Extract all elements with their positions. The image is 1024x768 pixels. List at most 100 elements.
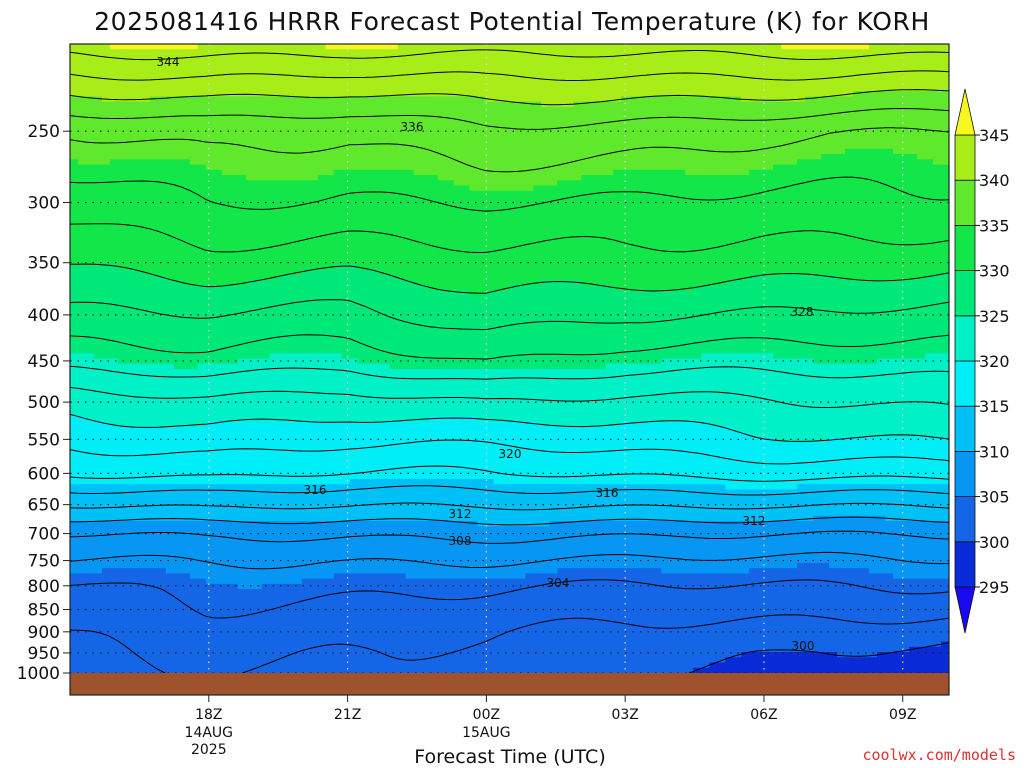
field-cell (445, 227, 455, 234)
field-cell (381, 44, 391, 50)
field-cell (933, 59, 942, 66)
field-cell (797, 80, 806, 87)
field-cell (429, 185, 439, 192)
field-cell (813, 49, 822, 56)
field-cell (333, 190, 343, 197)
field-cell (85, 196, 95, 202)
field-cell (181, 253, 191, 260)
field-cell (453, 159, 463, 166)
field-cell (717, 258, 726, 265)
field-cell (477, 222, 487, 229)
field-cell (205, 196, 215, 202)
field-cell (397, 211, 407, 218)
field-cell (573, 143, 583, 150)
field-cell (109, 227, 119, 234)
field-cell (277, 274, 287, 281)
field-cell (701, 201, 710, 208)
field-cell (221, 96, 231, 103)
field-cell (741, 248, 750, 255)
field-cell (101, 122, 111, 129)
field-cell (797, 44, 806, 50)
field-cell (413, 196, 423, 202)
field-cell (893, 269, 902, 276)
field-cell (661, 133, 670, 139)
field-cell (317, 274, 327, 281)
field-cell (509, 185, 519, 192)
field-cell (221, 274, 231, 281)
field-cell (597, 258, 606, 265)
field-cell (197, 232, 207, 239)
field-cell (509, 133, 519, 139)
field-cell (565, 64, 575, 71)
field-cell (621, 222, 630, 229)
field-cell (501, 243, 511, 250)
field-cell (373, 164, 383, 171)
field-cell (653, 201, 662, 208)
field-cell (189, 64, 199, 71)
field-cell (461, 80, 471, 87)
field-cell (941, 227, 949, 234)
field-cell (741, 232, 750, 239)
field-cell (781, 222, 790, 229)
field-cell (221, 49, 231, 56)
field-cell (877, 175, 886, 181)
field-cell (557, 80, 567, 87)
field-cell (277, 227, 287, 234)
field-cell (165, 269, 175, 276)
field-cell (565, 117, 575, 124)
field-cell (725, 264, 734, 270)
field-cell (85, 243, 95, 250)
field-cell (301, 143, 311, 150)
field-cell (621, 59, 630, 66)
field-cell (77, 232, 87, 239)
field-cell (70, 253, 79, 260)
field-cell (925, 101, 934, 108)
field-cell (277, 138, 287, 145)
field-cell (701, 143, 710, 150)
field-cell (421, 75, 431, 82)
field-cell (485, 112, 495, 118)
field-cell (181, 279, 191, 286)
field-cell (773, 49, 782, 56)
field-cell (869, 206, 878, 213)
field-cell (773, 243, 782, 250)
field-cell (685, 85, 694, 92)
field-cell (477, 190, 487, 197)
field-cell (301, 279, 311, 286)
field-cell (445, 85, 455, 92)
field-cell (445, 175, 455, 181)
field-cell (141, 216, 151, 223)
field-cell (613, 112, 622, 118)
field-cell (429, 201, 439, 208)
field-cell (453, 253, 463, 260)
field-cell (229, 243, 239, 250)
field-cell (309, 258, 319, 265)
field-cell (685, 269, 694, 276)
field-cell (733, 91, 742, 98)
field-cell (205, 201, 215, 208)
field-cell (189, 117, 199, 124)
field-cell (685, 264, 694, 270)
field-cell (525, 201, 535, 208)
field-cell (613, 201, 622, 208)
field-cell (525, 80, 535, 87)
field-cell (93, 70, 103, 77)
field-cell (765, 143, 774, 150)
field-cell (453, 106, 463, 113)
field-cell (165, 54, 175, 61)
field-cell (149, 190, 159, 197)
field-cell (869, 159, 878, 166)
field-cell (845, 175, 854, 181)
field-cell (149, 44, 159, 50)
field-cell (781, 196, 790, 202)
field-cell (205, 101, 215, 108)
field-cell (125, 112, 135, 118)
field-cell (70, 64, 79, 71)
field-cell (245, 75, 255, 82)
field-cell (677, 232, 686, 239)
field-cell (469, 253, 479, 260)
field-cell (813, 96, 822, 103)
field-cell (709, 159, 718, 166)
field-cell (477, 127, 487, 134)
field-cell (293, 117, 303, 124)
